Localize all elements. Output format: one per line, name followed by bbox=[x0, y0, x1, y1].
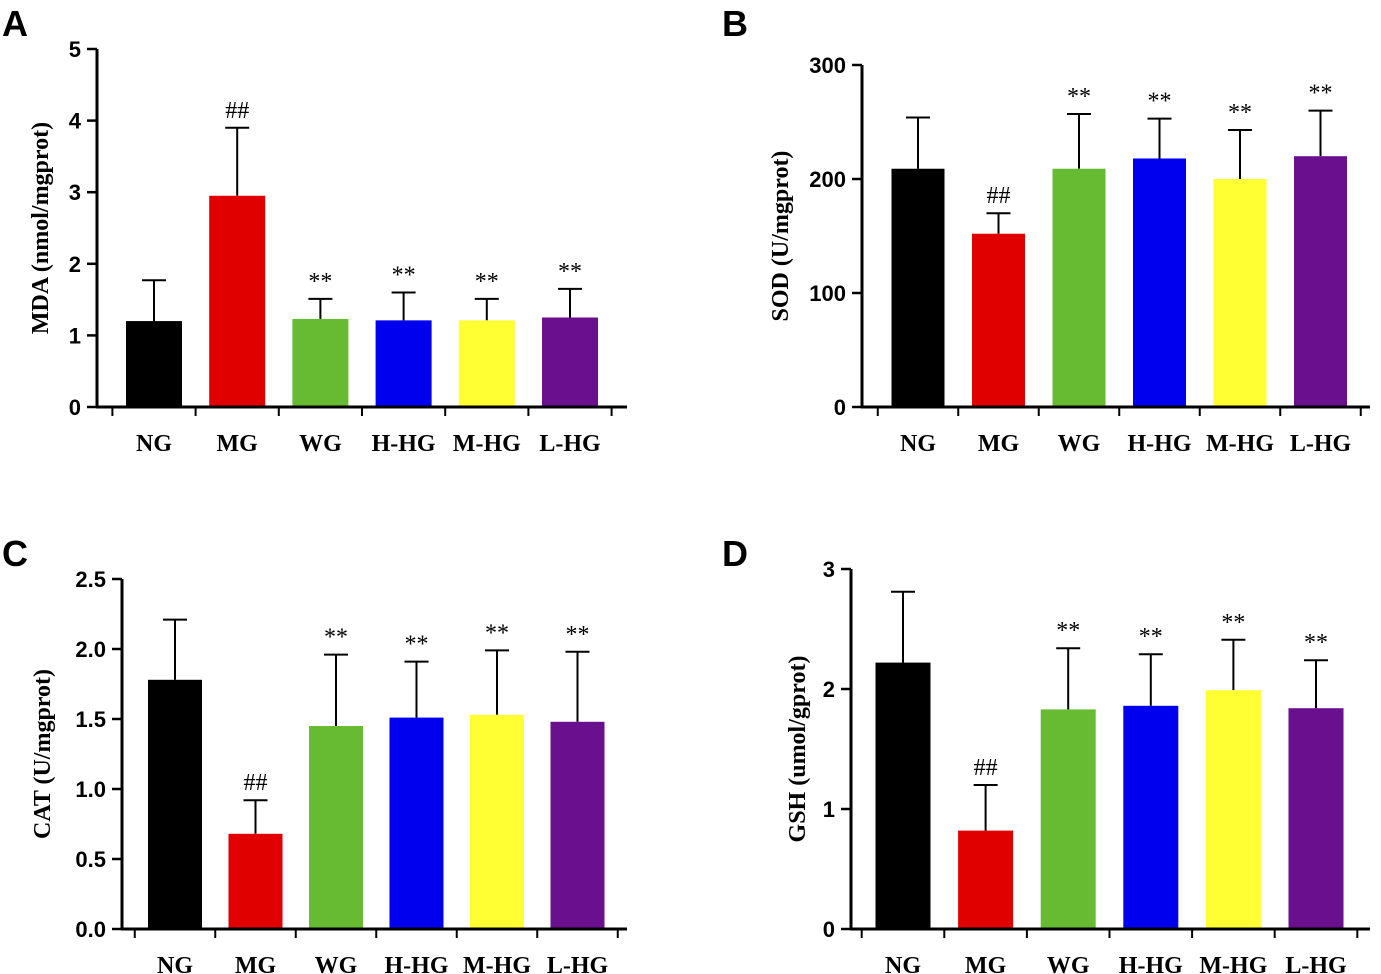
panel-d-category-label: L-HG bbox=[1285, 953, 1347, 974]
panel-d-y-axis-label: GSH (umol/gprot) bbox=[785, 656, 811, 843]
panel-c-y-tick-label: 1.5 bbox=[75, 707, 106, 732]
panel-a-bar bbox=[458, 320, 515, 407]
panel-b-bar bbox=[1133, 158, 1186, 407]
panel-d-bar bbox=[1288, 708, 1344, 929]
panel-a-category-label: WG bbox=[299, 431, 342, 457]
panel-b-category-label: M-HG bbox=[1206, 431, 1274, 457]
panel-a-y-tick-label: 5 bbox=[69, 37, 81, 62]
panel-b-y-tick-label: 0 bbox=[834, 395, 846, 420]
panel-d-letter: D bbox=[722, 533, 748, 574]
panel-d-category-label: WG bbox=[1047, 953, 1090, 974]
panel-c-bar bbox=[550, 721, 605, 929]
panel-c-y-tick-label: 0.0 bbox=[75, 917, 106, 942]
panel-d-bar bbox=[1205, 690, 1261, 929]
panel-b-category-label: MG bbox=[978, 431, 1020, 457]
panel-c-bar bbox=[228, 833, 283, 929]
panel-a-y-tick-label: 3 bbox=[69, 180, 81, 205]
panel-b-letter: B bbox=[722, 3, 748, 44]
panel-a-significance-label: ** bbox=[308, 269, 332, 295]
panel-d-y-tick-label: 1 bbox=[823, 797, 835, 822]
panel-c-category-label: MG bbox=[235, 953, 277, 974]
panel-d-y-tick-label: 0 bbox=[823, 917, 835, 942]
panel-c-bar bbox=[470, 714, 524, 929]
panel-d-y-tick-label: 3 bbox=[823, 557, 835, 582]
panel-b-y-axis-label: SOD (U/mgprot) bbox=[768, 151, 794, 322]
panel-b-y-tick-label: 200 bbox=[809, 167, 846, 192]
panel-b-category-label: WG bbox=[1058, 431, 1101, 457]
panel-c-bar bbox=[389, 717, 444, 929]
panel-d-bar bbox=[875, 662, 931, 929]
panel-c-y-tick-label: 2.0 bbox=[75, 637, 106, 662]
panel-b-category-label: H-HG bbox=[1128, 431, 1192, 457]
panel-d-significance-label: ** bbox=[1139, 624, 1163, 650]
panel-b-bar bbox=[972, 233, 1025, 407]
panel-b-bar bbox=[1294, 156, 1347, 407]
panel-b-y-tick-label: 300 bbox=[809, 53, 846, 78]
panel-d-bar bbox=[958, 830, 1014, 929]
panel-c-category-label: H-HG bbox=[385, 953, 449, 974]
panel-d-category-label: M-HG bbox=[1199, 953, 1267, 974]
panel-c-category-label: NG bbox=[157, 953, 193, 974]
panel-b-bar bbox=[891, 168, 945, 407]
panel-a-significance-label: ** bbox=[475, 269, 499, 295]
panel-c-significance-label: ** bbox=[405, 632, 429, 658]
panel-a-category-label: L-HG bbox=[539, 431, 601, 457]
panel-b-significance-label: ## bbox=[987, 183, 1011, 209]
panel-d-bar bbox=[1123, 705, 1179, 929]
panel-c-bar bbox=[309, 726, 363, 929]
panel-c-y-tick-label: 2.5 bbox=[75, 567, 106, 592]
panel-d-category-label: NG bbox=[885, 953, 921, 974]
panel-a-bar bbox=[209, 195, 266, 407]
panel-c-bar bbox=[148, 679, 202, 929]
panel-c-significance-label: ** bbox=[485, 620, 509, 646]
panel-a-category-label: MG bbox=[217, 431, 259, 457]
panel-b-bar bbox=[1052, 168, 1106, 407]
panel-c-y-tick-label: 1.0 bbox=[75, 777, 106, 802]
panel-c-category-label: M-HG bbox=[463, 953, 531, 974]
panel-b-significance-label: ** bbox=[1309, 81, 1333, 107]
panel-b-category-label: L-HG bbox=[1290, 431, 1352, 457]
panel-b-significance-label: ** bbox=[1067, 84, 1091, 110]
panel-b-bar bbox=[1213, 179, 1267, 407]
panel-d-bar bbox=[1040, 709, 1096, 929]
panel-b-category-label: NG bbox=[900, 431, 936, 457]
panel-d-significance-label: ## bbox=[974, 755, 998, 781]
panel-a-y-tick-label: 2 bbox=[69, 252, 81, 277]
panel-a-y-tick-label: 1 bbox=[69, 323, 81, 348]
panel-c-category-label: L-HG bbox=[547, 953, 609, 974]
panel-c-y-tick-label: 0.5 bbox=[75, 847, 106, 872]
panel-a-y-axis-label: MDA (nmol/mgprot) bbox=[28, 122, 54, 334]
panel-a-y-tick-label: 0 bbox=[69, 395, 81, 420]
panel-a-y-tick-label: 4 bbox=[69, 109, 82, 134]
panel-a-bar bbox=[542, 317, 598, 407]
panel-a-category-label: NG bbox=[136, 431, 172, 457]
panel-c-significance-label: ** bbox=[566, 622, 590, 648]
panel-d-y-tick-label: 2 bbox=[823, 677, 835, 702]
panel-b-significance-label: ** bbox=[1228, 100, 1252, 126]
panel-a-bar bbox=[126, 321, 182, 407]
panel-a-letter: A bbox=[2, 3, 28, 44]
panel-c-significance-label: ** bbox=[324, 625, 348, 651]
panel-d-category-label: MG bbox=[965, 953, 1007, 974]
panel-c-letter: C bbox=[2, 533, 28, 574]
panel-a-category-label: H-HG bbox=[372, 431, 436, 457]
panel-c-category-label: WG bbox=[315, 953, 358, 974]
panel-a-significance-label: ## bbox=[225, 98, 249, 124]
panel-b-y-tick-label: 100 bbox=[809, 281, 846, 306]
panel-c-significance-label: ## bbox=[244, 770, 268, 796]
panel-d-significance-label: ** bbox=[1056, 618, 1080, 644]
panel-d-category-label: H-HG bbox=[1119, 953, 1183, 974]
panel-a-bar bbox=[292, 318, 349, 407]
panel-a-category-label: M-HG bbox=[453, 431, 521, 457]
panel-b-significance-label: ** bbox=[1148, 89, 1172, 115]
panel-c-y-axis-label: CAT (U/mgprot) bbox=[30, 669, 56, 839]
panel-a-bar bbox=[375, 320, 432, 407]
panel-d-significance-label: ** bbox=[1304, 630, 1328, 656]
panel-d-significance-label: ** bbox=[1221, 610, 1245, 636]
panel-a-significance-label: ** bbox=[558, 259, 582, 285]
panel-a-significance-label: ** bbox=[392, 262, 416, 288]
